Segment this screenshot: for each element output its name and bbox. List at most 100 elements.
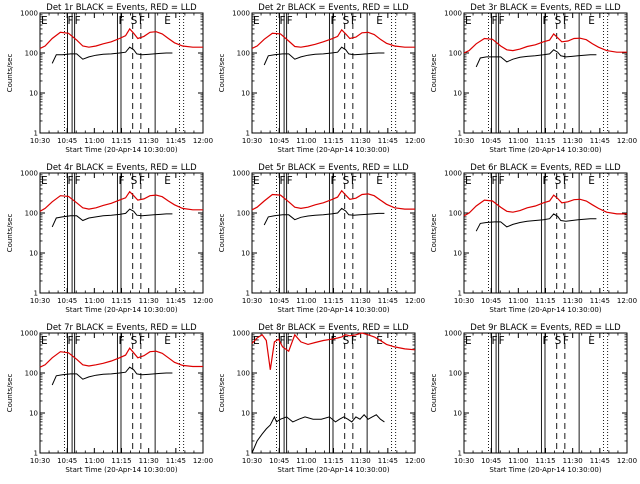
- plot-detector-6: Det 6r BLACK = Events, RED = LLD 1 10 100 10…: [430, 163, 637, 314]
- y-tick-label: 10: [453, 250, 462, 258]
- y-tick-label: 1: [458, 290, 462, 298]
- x-tick-label: 11:00: [296, 137, 316, 145]
- event-marker-letter: F: [330, 175, 336, 187]
- plot-title: Det 2r BLACK = Events, RED = LLD: [258, 3, 409, 13]
- event-marker-letter: F: [542, 335, 548, 347]
- x-tick-label: 11:45: [166, 137, 186, 145]
- x-tick-label: 11:15: [323, 137, 343, 145]
- x-axis-label: Start Time (20-Apr-14 10:30:00): [65, 466, 177, 474]
- event-marker-letter: F: [492, 335, 498, 347]
- event-marker-letter: F: [330, 15, 336, 27]
- plot-title: Det 6r BLACK = Events, RED = LLD: [470, 163, 621, 173]
- y-tick-label: 100: [449, 370, 462, 378]
- y-tick-label: 100: [25, 50, 38, 58]
- event-marker-letter: F: [351, 335, 357, 347]
- x-tick-label: 10:45: [57, 137, 77, 145]
- event-marker-letter: S: [343, 335, 350, 347]
- x-tick-label: 10:45: [57, 457, 77, 465]
- y-tick-label: 10: [241, 250, 250, 258]
- x-tick-label: 10:30: [30, 457, 50, 465]
- y-tick-label: 1000: [444, 330, 462, 338]
- x-axis-label: Start Time (20-Apr-14 10:30:00): [489, 146, 601, 154]
- series-lld: [463, 32, 627, 54]
- x-tick-label: 10:45: [481, 297, 501, 305]
- event-marker-letter: F: [287, 335, 293, 347]
- event-marker-letter: F: [330, 335, 336, 347]
- series-events: [263, 207, 385, 226]
- x-tick-label: 10:45: [269, 457, 289, 465]
- plot-detector-3: Det 3r BLACK = Events, RED = LLD 1 10 100 10…: [430, 3, 637, 154]
- y-axis-label: Counts/sec: [218, 374, 226, 413]
- event-marker-letter: F: [351, 15, 357, 27]
- y-tick-label: 100: [449, 210, 462, 218]
- x-tick-label: 12:00: [405, 457, 425, 465]
- x-tick-label: 10:45: [57, 297, 77, 305]
- series-events: [51, 366, 173, 386]
- x-tick-label: 12:00: [617, 137, 637, 145]
- plot-detector-7: Det 7r BLACK = Events, RED = LLD 1 10 100 10…: [6, 323, 213, 474]
- event-marker-letter: E: [41, 335, 48, 347]
- x-tick-label: 11:00: [508, 457, 528, 465]
- y-tick-label: 10: [29, 250, 38, 258]
- x-tick-label: 10:30: [454, 457, 474, 465]
- event-marker-letter: S: [131, 335, 138, 347]
- plot-detector-8: Det 8r BLACK = Events, RED = LLD 1 10 100 10…: [218, 323, 425, 474]
- y-tick-label: 10: [29, 90, 38, 98]
- y-tick-label: 100: [237, 50, 250, 58]
- y-tick-label: 100: [237, 210, 250, 218]
- y-tick-label: 10: [453, 90, 462, 98]
- y-axis-label: Counts/sec: [430, 214, 438, 253]
- event-marker-letter: F: [499, 15, 505, 27]
- event-marker-letter: S: [131, 175, 138, 187]
- series-lld: [251, 28, 415, 49]
- y-tick-label: 1000: [20, 10, 38, 18]
- event-marker-letter: E: [164, 335, 171, 347]
- x-tick-label: 11:45: [590, 297, 610, 305]
- x-tick-label: 11:00: [84, 457, 104, 465]
- x-tick-label: 11:00: [296, 297, 316, 305]
- y-tick-label: 1000: [444, 170, 462, 178]
- y-tick-label: 1000: [232, 170, 250, 178]
- y-tick-label: 1: [34, 130, 38, 138]
- event-marker-letter: F: [118, 175, 124, 187]
- x-tick-label: 10:30: [454, 297, 474, 305]
- x-tick-label: 11:30: [351, 137, 371, 145]
- x-tick-label: 11:45: [590, 137, 610, 145]
- event-marker-letter: E: [41, 175, 48, 187]
- y-axis-label: Counts/sec: [430, 54, 438, 93]
- event-marker-letter: F: [499, 175, 505, 187]
- y-tick-label: 1: [34, 450, 38, 458]
- event-marker-letter: E: [465, 335, 472, 347]
- x-tick-label: 11:00: [84, 137, 104, 145]
- event-marker-letter: F: [118, 335, 124, 347]
- x-tick-label: 11:30: [139, 137, 159, 145]
- y-axis-label: Counts/sec: [218, 214, 226, 253]
- series-lld: [39, 190, 203, 212]
- x-tick-label: 11:00: [508, 137, 528, 145]
- y-axis-label: Counts/sec: [218, 54, 226, 93]
- event-marker-letter: E: [588, 175, 595, 187]
- x-tick-label: 10:45: [481, 137, 501, 145]
- series-lld: [39, 27, 203, 49]
- y-tick-label: 1: [458, 450, 462, 458]
- y-axis-label: Counts/sec: [6, 374, 14, 413]
- x-tick-label: 10:30: [242, 457, 262, 465]
- event-marker-letter: F: [280, 15, 286, 27]
- y-tick-label: 100: [25, 370, 38, 378]
- y-tick-label: 10: [453, 410, 462, 418]
- y-tick-label: 1: [246, 450, 250, 458]
- y-tick-label: 1: [246, 130, 250, 138]
- x-tick-label: 11:00: [508, 297, 528, 305]
- event-marker-letter: F: [499, 335, 505, 347]
- event-marker-letter: F: [287, 15, 293, 27]
- x-tick-label: 12:00: [405, 297, 425, 305]
- plot-title: Det 7r BLACK = Events, RED = LLD: [46, 323, 197, 333]
- x-tick-label: 11:15: [111, 137, 131, 145]
- y-tick-label: 1: [458, 130, 462, 138]
- plot-title: Det 3r BLACK = Events, RED = LLD: [470, 3, 621, 13]
- event-marker-letter: F: [68, 335, 74, 347]
- event-marker-letter: E: [164, 175, 171, 187]
- x-tick-label: 11:00: [296, 457, 316, 465]
- x-axis-label: Start Time (20-Apr-14 10:30:00): [65, 146, 177, 154]
